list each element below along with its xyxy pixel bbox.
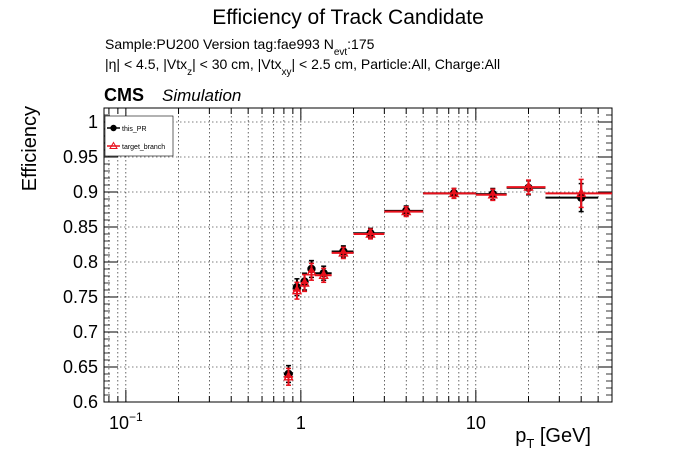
data-point (448, 187, 460, 198)
x-axis-title-unit: [GeV] (534, 425, 591, 447)
selection-cuts-line: |η| < 4.5, |Vtxz| < 30 cm, |Vtxxy| < 2.5… (105, 56, 500, 78)
cuts-part-3: xy (281, 67, 291, 78)
cms-label: CMS (104, 85, 144, 105)
data-points (283, 178, 612, 386)
data-point (291, 284, 303, 295)
x-tick-label-exponent: −1 (129, 410, 143, 424)
simulation-label: Simulation (162, 86, 241, 105)
cuts-part-0: |η| < 4.5, |Vtx (105, 56, 187, 72)
x-tick-label-base: 1 (296, 413, 306, 433)
data-point (318, 269, 329, 279)
plot-frame (103, 107, 613, 403)
y-tick-label: 1 (88, 112, 98, 132)
y-tick-label: 0.95 (63, 147, 98, 167)
cuts-part-2: | < 30 cm, |Vtx (192, 56, 281, 72)
series-this-PR (283, 180, 599, 384)
sample-info-tail: :175 (347, 36, 374, 52)
legend: this_PR target_branch (104, 115, 174, 157)
sample-info-line: Sample:PU200 Version tag:fae993 Nevt:175 (105, 36, 375, 58)
legend-label-target-branch: target_branch (122, 144, 165, 151)
legend-marker-target-branch (109, 141, 118, 149)
series-target-branch (283, 178, 612, 386)
y-tick-label: 0.7 (73, 322, 98, 342)
y-tick-label: 0.85 (63, 217, 98, 237)
data-point (299, 277, 310, 287)
legend-label-this-pr: this_PR (122, 126, 147, 133)
data-point (338, 246, 349, 257)
x-axis-title: pT [GeV] (515, 425, 591, 451)
sample-info-main: Sample:PU200 Version tag:fae993 N (105, 36, 334, 52)
data-point (306, 265, 317, 276)
legend-marker-this-pr (110, 124, 117, 132)
x-tick-label: 10 (466, 413, 486, 433)
y-tick-label: 0.9 (73, 182, 98, 202)
x-tick-label: 1 (296, 413, 306, 433)
legend-box (104, 115, 174, 157)
x-tick-label-base: 10 (466, 413, 486, 433)
cuts-part-1: z (187, 67, 192, 78)
x-axis-title-main: p (515, 425, 526, 447)
y-tick-label: 0.75 (63, 287, 98, 307)
data-point (523, 181, 534, 191)
data-point (576, 187, 587, 198)
grid-lines (104, 108, 613, 403)
data-point (283, 370, 294, 381)
legend-entry-this-pr: this_PR (107, 124, 147, 133)
x-axis-title-sub: T (526, 436, 534, 451)
y-tick-label: 0.8 (73, 252, 98, 272)
cuts-part-4: | < 2.5 cm, Particle:All, Charge:All (291, 56, 500, 72)
data-point (401, 205, 412, 216)
data-point (487, 188, 498, 199)
x-tick-label: 10−1 (109, 410, 143, 433)
data-point (365, 228, 376, 238)
y-axis-title: Efficiency (19, 106, 41, 191)
sample-info-sub: evt (334, 47, 348, 58)
x-tick-label-base: 10 (109, 413, 129, 433)
legend-entry-target-branch: target_branch (107, 141, 165, 151)
y-tick-label: 0.65 (63, 357, 98, 377)
chart-title: Efficiency of Track Candidate (212, 6, 484, 29)
y-tick-label: 0.6 (73, 392, 98, 412)
